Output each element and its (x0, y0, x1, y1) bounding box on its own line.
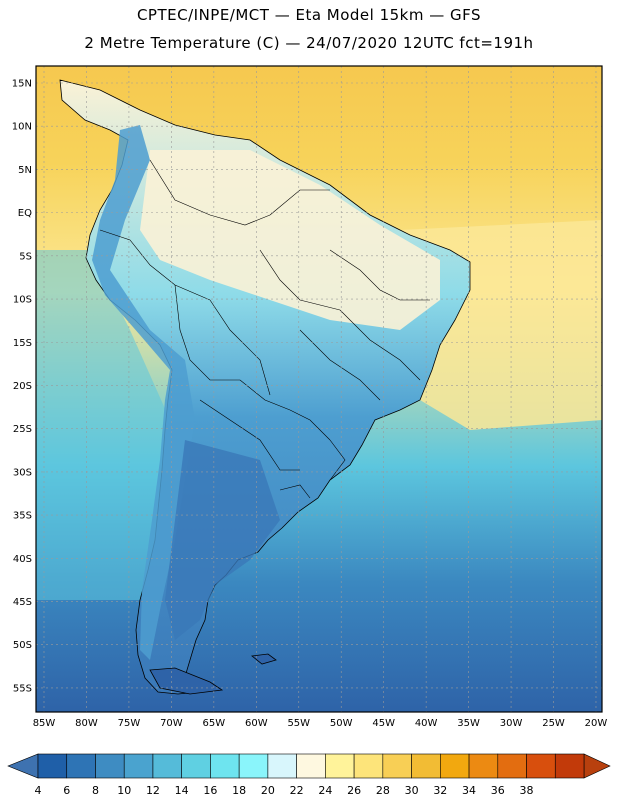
colorbar-tick-label: 24 (318, 784, 332, 797)
colorbar-tick-label: 38 (520, 784, 534, 797)
colorbar-tick-label: 18 (232, 784, 246, 797)
colorbar-tick-label: 22 (290, 784, 304, 797)
longitude-tick-label: 65W (203, 718, 226, 729)
colorbar-swatch (210, 753, 240, 779)
latitude-tick-label: 10S (13, 295, 32, 306)
longitude-tick-label: 75W (118, 718, 141, 729)
colorbar-swatch (468, 753, 499, 779)
longitude-tick-label: 50W (330, 718, 353, 729)
longitude-tick-label: 55W (287, 718, 310, 729)
colorbar-tick-label: 34 (462, 784, 476, 797)
colorbar-swatch (554, 753, 585, 779)
colorbar-swatch (382, 753, 412, 779)
colorbar-swatch (296, 753, 326, 779)
colorbar-swatch (238, 753, 269, 779)
longitude-tick-label: 25W (542, 718, 565, 729)
latitude-tick-label: 55S (13, 683, 32, 694)
colorbar-tick-label: 32 (433, 784, 447, 797)
colorbar-tick-label: 8 (92, 784, 99, 797)
longitude-tick-label: 80W (75, 718, 98, 729)
colorbar-swatch (66, 753, 96, 779)
colorbar-swatch (152, 753, 182, 779)
colorbar-swatch (37, 753, 68, 779)
colorbar-swatch (95, 753, 125, 779)
colorbar-tick-label: 28 (376, 784, 390, 797)
colorbar-tick-label: 26 (347, 784, 361, 797)
latitude-tick-label: 40S (13, 554, 32, 565)
colorbar-tick-label: 6 (63, 784, 70, 797)
colorbar-right-arrow (583, 753, 611, 779)
longitude-tick-label: 20W (585, 718, 608, 729)
colorbar-tick-label: 12 (146, 784, 160, 797)
colorbar-swatch (123, 753, 154, 779)
longitude-labels: 85W 80W 75W 70W 65W 60W 55W 50W 45W 40W 35W 30W 25W 2… (33, 718, 608, 729)
colorbar-swatch (353, 753, 384, 779)
longitude-tick-label: 60W (245, 718, 268, 729)
colorbar-left-arrow (7, 753, 39, 779)
map-frame (35, 65, 603, 713)
map-title: CPTEC/INPE/MCT — Eta Model 15km — GFS (136, 6, 482, 24)
colorbar-tick-label: 16 (203, 784, 217, 797)
andes-cold-band (92, 125, 195, 660)
latitude-labels: 15N 10N 5N EQ 5S 10S 15S 20S 25S 30S 35S 40S 45S 50S 5… (12, 79, 32, 695)
longitude-tick-label: 85W (33, 718, 56, 729)
latitude-tick-label: 15N (12, 79, 32, 90)
colorbar-tick-label: 30 (405, 784, 419, 797)
longitude-tick-label: 70W (160, 718, 183, 729)
latitude-tick-label: 35S (13, 511, 32, 522)
colorbar-swatch (411, 753, 441, 779)
latitude-tick-label: 15S (13, 338, 32, 349)
colorbar-swatch (181, 753, 211, 779)
latitude-tick-label: 20S (13, 381, 32, 392)
colorbar-swatch (267, 753, 297, 779)
cool-pacific-patch (36, 250, 170, 600)
colorbar-tick-label: 10 (117, 784, 131, 797)
colorbar-swatch (440, 753, 470, 779)
tierra-del-fuego (149, 667, 224, 695)
colorbar-tick-label: 20 (261, 784, 275, 797)
latitude-tick-label: 50S (13, 640, 32, 651)
colorbar-swatch (526, 753, 556, 779)
colorbar: 4 6 8 10 12 14 16 18 20 22 24 26 28 30 32 34 36 38 (7, 753, 611, 797)
latitude-tick-label: 10N (12, 122, 32, 133)
map-area (36, 66, 602, 712)
country-borders (99, 159, 430, 499)
latitude-tick-label: 30S (13, 467, 32, 478)
latitude-tick-label: EQ (18, 208, 32, 219)
longitude-tick-label: 45W (372, 718, 395, 729)
longitude-tick-label: 35W (457, 718, 480, 729)
colorbar-swatch (325, 753, 355, 779)
latitude-tick-label: 5S (19, 251, 32, 262)
map-subtitle: 2 Metre Temperature (C) — 24/07/2020 12U… (84, 34, 534, 52)
amazon-region (140, 150, 440, 330)
longitude-tick-label: 40W (415, 718, 438, 729)
latitude-tick-label: 25S (13, 424, 32, 435)
colorbar-tick-label: 4 (35, 784, 42, 797)
latitude-tick-label: 5N (18, 165, 32, 176)
latitude-tick-label: 45S (13, 597, 32, 608)
graticule (36, 66, 602, 712)
colorbar-swatch (497, 753, 527, 779)
colorbar-tick-label: 14 (175, 784, 189, 797)
falkland-islands (251, 653, 277, 665)
patagonia-cold-region (165, 440, 280, 640)
longitude-tick-label: 30W (500, 718, 523, 729)
colorbar-tick-label: 36 (491, 784, 505, 797)
